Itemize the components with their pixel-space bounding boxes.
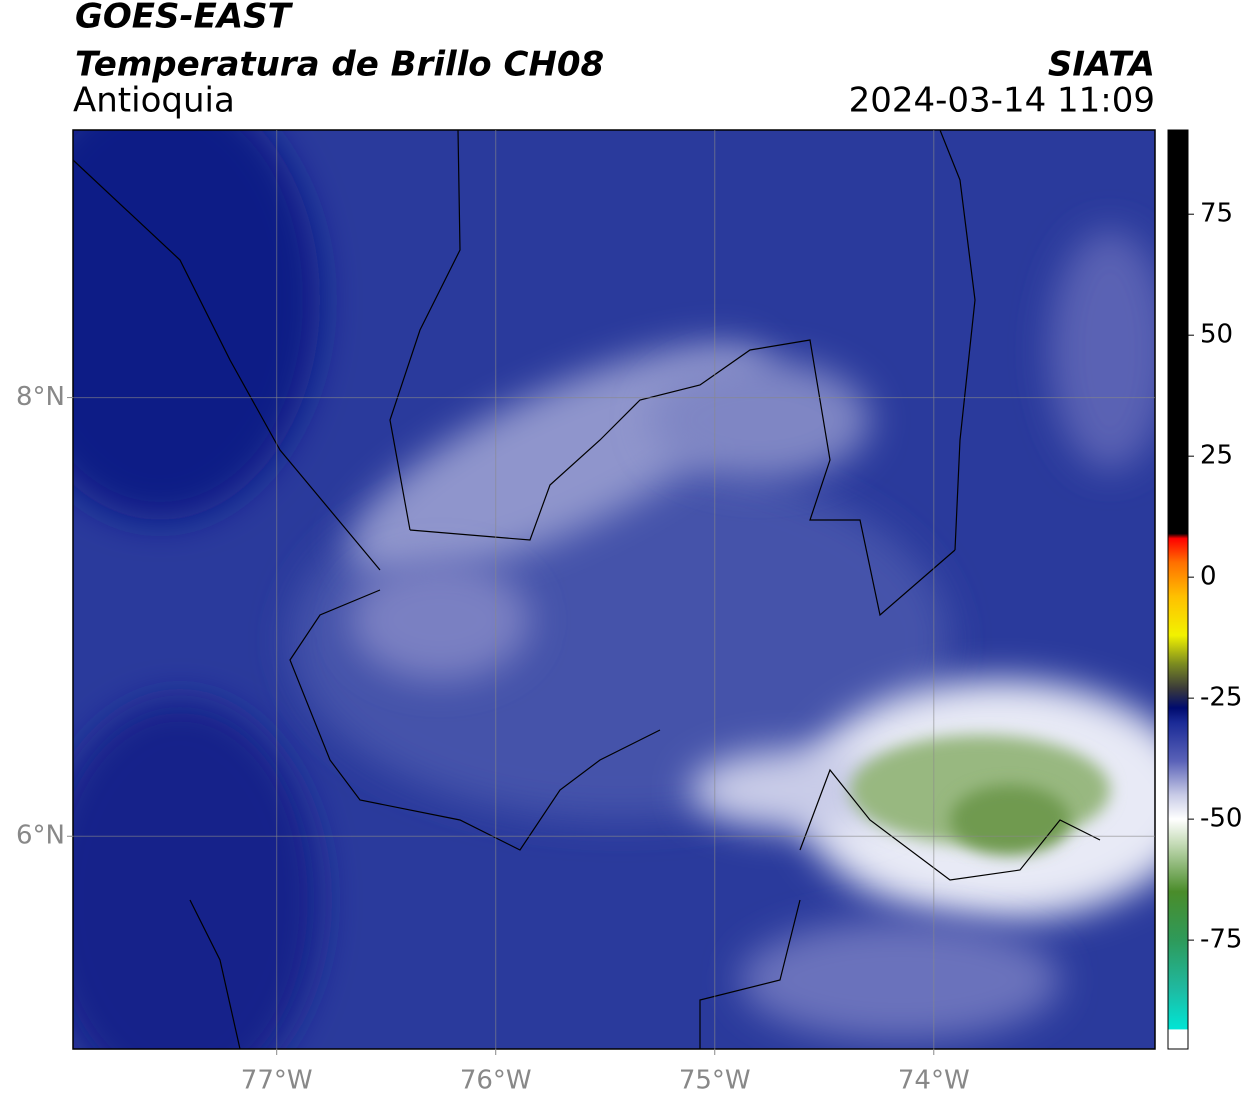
colorbar-tick-label: 0	[1200, 562, 1217, 592]
colorbar-tick-label: 50	[1200, 320, 1233, 350]
map-image	[73, 130, 1155, 1049]
source: SIATA	[1048, 45, 1155, 85]
x-tick-label: 75°W	[679, 1066, 751, 1096]
title: GOES-EAST	[75, 0, 294, 37]
colorbar-tick-label: -25	[1200, 683, 1242, 713]
y-tick-label: 6°N	[16, 821, 65, 851]
subtitle: Temperatura de Brillo CH08	[75, 45, 604, 85]
region: Antioquia	[73, 81, 235, 121]
colorbar	[1167, 129, 1189, 1050]
y-tick-label: 8°N	[16, 382, 65, 412]
colorbar-tick-label: -75	[1200, 925, 1242, 955]
colorbar-tick-label: -50	[1200, 804, 1242, 834]
x-tick-label: 77°W	[241, 1066, 313, 1096]
colorbar-tick-label: 75	[1200, 199, 1233, 229]
map-frame	[72, 129, 1156, 1050]
x-tick-label: 76°W	[460, 1066, 532, 1096]
colorbar-tick-label: 25	[1200, 441, 1233, 471]
x-tick-label: 74°W	[898, 1066, 970, 1096]
datetime: 2024-03-14 11:09	[849, 81, 1155, 121]
